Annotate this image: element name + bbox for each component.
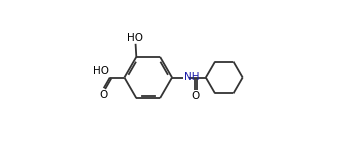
Text: O: O [99, 90, 107, 100]
Text: NH: NH [183, 73, 199, 82]
Text: O: O [191, 91, 199, 102]
Text: HO: HO [127, 33, 143, 43]
Text: HO: HO [93, 66, 109, 76]
